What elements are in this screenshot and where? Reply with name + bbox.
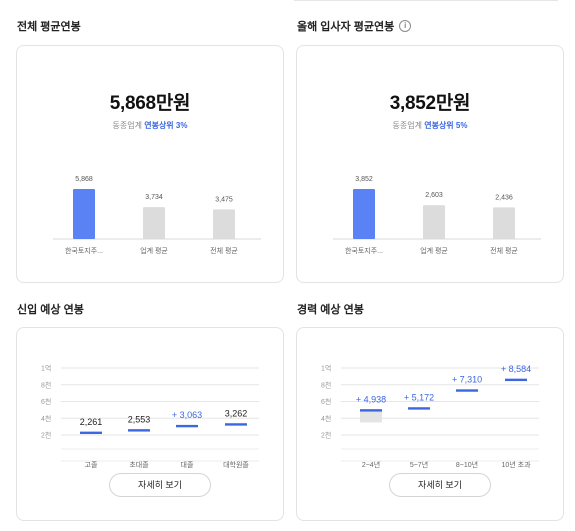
total-value-label-1: 3,734 [145,194,163,201]
newhire-salary-title-text: 올해 입사자 평균연봉 [297,21,395,33]
newhire-rank-prefix: 동종업계 [392,121,422,130]
entry-y-tick-3: 4천 [41,414,51,423]
entry-category-label-3: 대학원졸 [223,460,249,469]
total-value-label-0: 5,868 [75,176,93,183]
newhire-salary-rank-line: 동종업계 연봉상위 5% [297,120,563,131]
entry-value-marker-1 [128,429,150,432]
career-salary-title-text: 경력 예상 연봉 [297,304,364,316]
info-circle-icon[interactable]: i [399,20,412,32]
total-salary-title: 전체 평균연봉 [17,18,81,34]
career-category-label-2: 8~10년 [456,460,478,469]
entry-category-label-1: 초대졸 [129,461,149,469]
newhire-rank-value: 연봉상위 5% [424,121,468,130]
career-value-label-3: + 8,584 [501,364,531,374]
newhire-salary-value: 3,852만원 [389,93,471,114]
career-value-label-2: + 7,310 [452,375,482,385]
total-salary-rank-line: 동종업계 연봉상위 3% [17,120,283,131]
newhire-bar-2 [493,207,515,239]
total-salary-value: 5,868만원 [109,93,191,114]
entry-value-label-1: 2,553 [128,414,151,424]
career-category-label-0: 2~4년 [362,460,380,469]
newhire-value-label-0: 3,852 [355,176,373,183]
total-salary-card: 5,868만원 동종업계 연봉상위 3% 5,868 한국토지주... 3,734 업… [16,45,284,283]
newhire-value-label-1: 2,603 [425,192,443,199]
entry-value-marker-0 [80,431,102,435]
total-category-label-0: 한국토지주... [65,246,103,255]
entry-value-label-2: + 3,063 [172,410,202,420]
newhire-category-label-1: 업계 평균 [420,246,448,255]
career-salary-range-chart: 1억 8천 6천 4천 2천 + 4,938 2~4년 + 5,172 5~7년 + 7,310 8… [321,364,539,469]
total-salary-bar-chart: 5,868 한국토지주... 3,734 업계 평균 3,475 전체 평균 [53,176,261,255]
career-y-tick-2: 6천 [321,397,331,406]
entry-category-label-2: 대졸 [181,461,194,469]
entry-salary-title: 신입 예상 연봉 [17,301,84,317]
career-y-tick-1: 8천 [321,380,331,389]
newhire-salary-bar-chart: 3,852 한국토지주... 2,603 업계 평균 2,436 전체 평균 [333,176,541,255]
total-bar-0 [73,189,95,239]
newhire-salary-title: 올해 입사자 평균연봉 i [297,18,412,34]
newhire-bar-1 [423,205,445,239]
newhire-bar-0 [353,189,375,239]
total-bar-2 [213,209,235,239]
entry-salary-title-text: 신입 예상 연봉 [17,304,84,316]
career-value-label-0: + 4,938 [356,394,386,404]
newhire-category-label-2: 전체 평균 [490,246,518,255]
entry-value-marker-2 [176,424,198,428]
career-salary-card: 1억 8천 6천 4천 2천 + 4,938 2~4년 + 5,172 5~7년 + 7,310 8… [296,327,564,521]
total-rank-prefix: 동종업계 [112,121,142,130]
career-value-marker-3 [505,378,527,382]
newhire-value-label-2: 2,436 [495,194,513,201]
total-category-label-2: 전체 평균 [210,246,238,255]
career-value-marker-2 [456,389,478,392]
newhire-category-label-0: 한국토지주... [345,246,383,255]
entry-salary-range-chart: 1억 8천 6천 4천 2천 2,261 고졸 2,553 초대졸 + 3,063 대졸 3,262 대… [41,365,259,469]
career-value-marker-0 [360,409,382,412]
total-value-label-2: 3,475 [215,196,233,203]
entry-y-tick-0: 1억 [41,365,51,373]
total-category-label-1: 업계 평균 [140,246,168,255]
total-bar-1 [143,207,165,239]
entry-category-label-0: 고졸 [85,461,98,469]
entry-value-marker-3 [225,423,247,426]
total-rank-value: 연봉상위 3% [144,121,188,130]
entry-y-tick-1: 8천 [41,380,51,389]
newhire-salary-card: 3,852만원 동종업계 연봉상위 5% 3,852 한국토지주... 2,603 업… [296,45,564,283]
entry-value-label-0: 2,261 [80,417,103,427]
career-range-box-0 [360,409,382,423]
entry-y-tick-4: 2천 [41,431,51,440]
career-y-tick-0: 1억 [321,365,331,373]
career-y-tick-4: 2천 [321,431,331,440]
career-salary-title: 경력 예상 연봉 [297,301,364,317]
entry-more-button[interactable]: 자세히 보기 [109,473,211,497]
entry-y-tick-2: 6천 [41,397,51,406]
career-value-marker-1 [408,407,430,410]
entry-value-label-3: 3,262 [225,408,248,418]
career-value-label-1: + 5,172 [404,392,434,402]
top-divider [294,0,558,1]
career-category-label-1: 5~7년 [410,460,428,469]
career-more-button[interactable]: 자세히 보기 [389,473,491,497]
entry-salary-card: 1억 8천 6천 4천 2천 2,261 고졸 2,553 초대졸 + 3,063 대졸 3,262 대… [16,327,284,521]
career-category-label-3: 10년 초과 [501,460,531,469]
career-y-tick-3: 4천 [321,414,331,423]
total-salary-title-text: 전체 평균연봉 [17,21,81,33]
